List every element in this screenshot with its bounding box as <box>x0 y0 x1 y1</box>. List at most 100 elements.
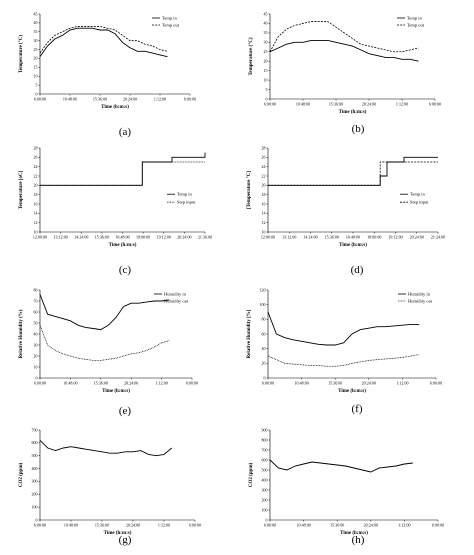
y-tick-label: 400 <box>32 466 38 471</box>
x-tick-label: 6:00:00 <box>34 381 46 386</box>
x-tick-label: 6:00:00 <box>262 381 274 386</box>
y-tick-label: 30 <box>264 40 268 45</box>
y-tick-label: 0 <box>266 96 268 101</box>
series-line-0 <box>268 156 438 186</box>
y-axis-label: Temperature (°C) <box>249 37 254 75</box>
x-axis-label: Time (h:m:s) <box>101 105 129 110</box>
series-line-0 <box>39 27 168 58</box>
series-line-1 <box>267 354 420 367</box>
legend-label: Humidity out <box>408 299 433 304</box>
panel-caption: (e) <box>119 405 132 417</box>
y-tick-label: 40 <box>262 346 266 351</box>
y-tick-label: 60 <box>34 309 38 314</box>
y-tick-label: 60 <box>262 331 266 336</box>
x-tick-label: 21:24:00 <box>431 235 445 240</box>
y-tick-label: 10 <box>34 229 38 234</box>
x-tick-label: 1:12:00 <box>158 523 170 528</box>
panel-caption: (b) <box>352 123 365 135</box>
y-tick-label: 30 <box>34 342 38 347</box>
legend-label: Temp in <box>177 192 193 197</box>
y-axis-label: [Temperature °C] <box>247 171 252 209</box>
y-tick-label: 40 <box>34 331 38 336</box>
x-tick-label: 15:36:00 <box>95 523 109 528</box>
x-tick-label: 13:12:00 <box>282 235 296 240</box>
x-tick-label: 10:48:00 <box>63 381 77 386</box>
x-tick-label: 16:48:00 <box>346 235 360 240</box>
x-axis-label: Time (h:m:s) <box>102 389 130 394</box>
y-axis-label: CO2 (ppm) <box>249 463 254 488</box>
x-tick-label: 6:00:00 <box>429 102 441 107</box>
y-tick-label: 300 <box>32 479 38 484</box>
x-tick-label: 1:12:00 <box>155 381 167 386</box>
x-tick-label: 6:00:00 <box>430 381 442 386</box>
x-tick-label: 16:48:00 <box>115 235 129 240</box>
chart-panel-c: 10 12 14 16 18 20 22 24 26 28 12:00:00 13:12:00 14:2… <box>19 145 212 276</box>
y-tick-label: 0 <box>264 375 266 380</box>
x-tick-label: 20:24:00 <box>177 235 191 240</box>
x-tick-label: 21:36:00 <box>198 235 212 240</box>
y-tick-label: 20 <box>34 56 38 61</box>
x-tick-label: 6:00:00 <box>34 523 46 528</box>
chart-panel-a: 0 5 10 15 20 25 30 35 40 45 6:00:00 10:48:00 15:36:0… <box>19 11 196 138</box>
panel-caption: (f) <box>352 403 363 415</box>
x-tick-label: 12:00:00 <box>261 235 275 240</box>
y-tick-label: 18 <box>34 192 38 197</box>
x-tick-label: 15:36:00 <box>94 381 108 386</box>
y-tick-label: 200 <box>262 497 268 502</box>
y-tick-label: 45 <box>34 11 38 16</box>
y-tick-label: 26 <box>262 155 266 160</box>
series-line-0 <box>269 39 419 62</box>
series-line-1 <box>39 325 170 361</box>
chart-panel-b: 0 5 10 15 20 25 30 35 40 45 6:00:00 10:48:00 15:36:0… <box>249 11 441 135</box>
x-tick-label: 10:48:00 <box>294 381 308 386</box>
x-tick-label: 15:36:00 <box>95 235 109 240</box>
x-tick-label: 20:24:00 <box>124 381 138 386</box>
y-tick-label: 500 <box>262 467 268 472</box>
x-tick-label: 20:24:00 <box>126 523 140 528</box>
y-tick-label: 20 <box>262 183 266 188</box>
x-axis-label: Time (h:m:s) <box>340 531 368 536</box>
x-tick-label: 1:12:00 <box>396 102 408 107</box>
y-tick-label: 700 <box>32 427 38 432</box>
legend-label: Humidity in <box>408 292 431 297</box>
y-tick-label: 0 <box>36 517 38 522</box>
x-tick-label: 10:48:00 <box>63 97 77 102</box>
y-tick-label: 100 <box>262 507 268 512</box>
x-axis-label: Time (h:m:s) <box>109 243 137 248</box>
series-line-0 <box>39 294 170 331</box>
y-tick-label: 30 <box>34 38 38 43</box>
legend-label: Temp in <box>162 16 178 21</box>
y-tick-label: 12 <box>262 220 266 225</box>
legend-label: Temp out <box>407 23 425 28</box>
series-line-1 <box>268 161 438 186</box>
y-tick-label: 10 <box>262 229 266 234</box>
x-tick-label: 1:12:00 <box>396 381 408 386</box>
y-tick-label: 16 <box>34 201 38 206</box>
panel-caption: (d) <box>351 264 364 276</box>
y-tick-label: 45 <box>264 11 268 16</box>
y-tick-label: 10 <box>264 77 268 82</box>
x-axis-label: Time (h:m:s) <box>338 389 366 394</box>
y-tick-label: 100 <box>32 504 38 509</box>
legend-label: Temp in <box>407 16 423 21</box>
x-tick-label: 6:00:00 <box>264 102 276 107</box>
y-tick-label: 100 <box>260 302 266 307</box>
legend-label: Humidity in <box>164 292 187 297</box>
x-tick-label: 14:24:00 <box>74 235 88 240</box>
x-tick-label: 10:48:00 <box>296 523 310 528</box>
y-tick-label: 28 <box>34 145 38 150</box>
x-tick-label: 20:24:00 <box>364 523 378 528</box>
x-tick-label: 19:12:00 <box>388 235 402 240</box>
x-tick-label: 15:36:00 <box>93 97 107 102</box>
y-tick-label: 24 <box>262 164 266 169</box>
y-tick-label: 900 <box>262 427 268 432</box>
x-tick-label: 13:12:00 <box>54 235 68 240</box>
x-tick-label: 1:12:00 <box>398 523 410 528</box>
chart-panel-d: 10 12 14 16 18 20 22 24 26 28 12:00:00 13:12:00 14:2… <box>247 145 445 276</box>
x-axis-label: Time (h:m:s) <box>339 110 367 115</box>
x-tick-label: 6:00:00 <box>189 523 201 528</box>
y-axis-label: Temperature [oC] <box>19 170 24 209</box>
x-tick-label: 18:00:00 <box>367 235 381 240</box>
y-axis-label: Relative Humidity (%) <box>19 309 24 358</box>
chart-panel-f: 0 20 40 60 80 100 120 6:00:00 10:48:00 15:36:00 20… <box>247 287 442 415</box>
